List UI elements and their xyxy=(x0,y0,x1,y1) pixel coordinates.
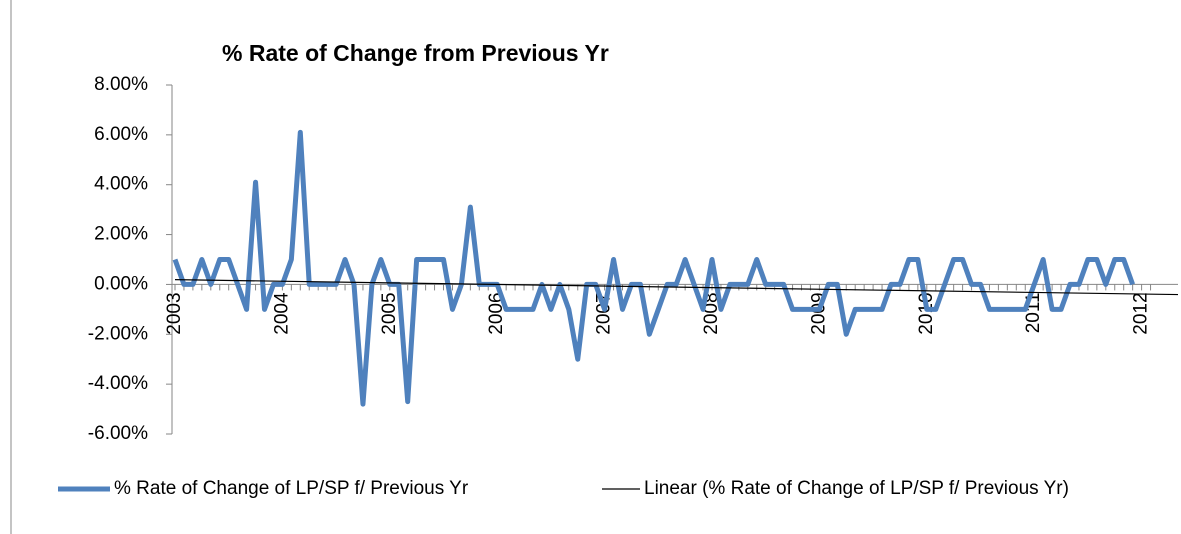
y-tick-label: 2.00% xyxy=(94,224,148,245)
y-tick-label: 0.00% xyxy=(94,273,148,294)
y-tick-label: -4.00% xyxy=(88,373,148,394)
x-tick-label: 2004 xyxy=(271,292,292,335)
x-tick-label: 2011 xyxy=(1023,292,1044,333)
trendline xyxy=(174,279,1179,296)
y-tick-label: 4.00% xyxy=(94,174,148,195)
x-tick-label: 2003 xyxy=(164,292,185,334)
legend-label: % Rate of Change of LP/SP f/ Previous Yr xyxy=(114,478,469,499)
y-tick-label: 6.00% xyxy=(94,124,148,145)
x-tick-label: 2009 xyxy=(808,292,829,334)
chart-title: % Rate of Change from Previous Yr xyxy=(222,40,609,66)
y-tick-label: 8.00% xyxy=(94,74,148,95)
x-tick-label: 2007 xyxy=(594,292,615,334)
x-tick-label: 2012 xyxy=(1131,292,1152,334)
x-tick-label: 2010 xyxy=(916,292,937,334)
x-tick-label: 2005 xyxy=(379,292,400,334)
y-tick-label: -6.00% xyxy=(88,423,148,444)
legend-label: Linear (% Rate of Change of LP/SP f/ Pre… xyxy=(644,478,1069,499)
y-tick-label: -2.00% xyxy=(88,323,148,344)
series-line xyxy=(172,129,1136,407)
